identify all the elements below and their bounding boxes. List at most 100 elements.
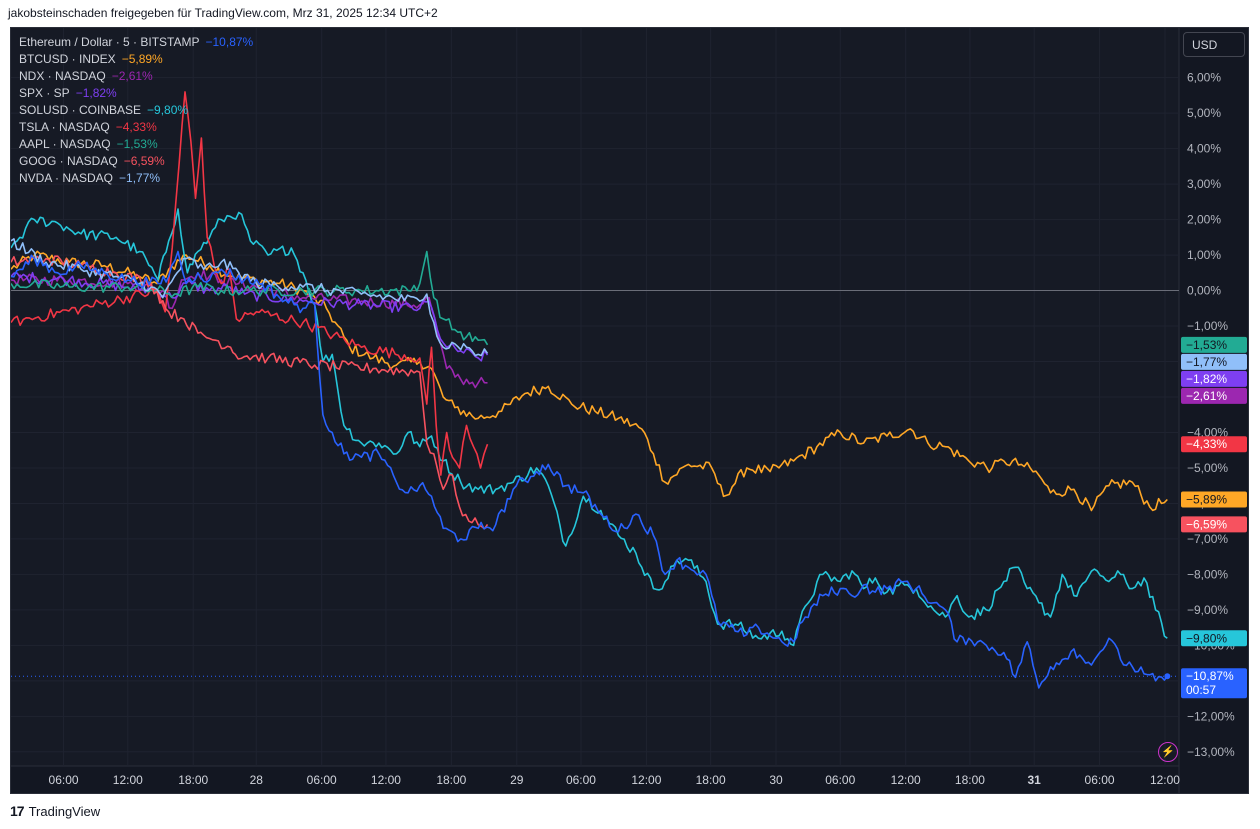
legend-item[interactable]: AAPL · NASDAQ −1,53% <box>19 136 253 153</box>
legend-change: −1,53% <box>116 137 158 151</box>
legend-change: −4,33% <box>115 120 157 134</box>
legend-change: −1,77% <box>119 171 161 185</box>
legend-symbol: BTCUSD · INDEX <box>19 52 116 66</box>
y-tick-label: 6,00% <box>1187 71 1221 85</box>
x-tick-label: 12:00 <box>891 773 921 787</box>
legend-item[interactable]: NDX · NASDAQ −2,61% <box>19 68 253 85</box>
currency-button[interactable]: USD <box>1183 32 1245 57</box>
x-tick-label: 06:00 <box>566 773 596 787</box>
legend-symbol: Ethereum / Dollar · 5 · BITSTAMP <box>19 35 200 49</box>
legend-symbol: TSLA · NASDAQ <box>19 120 110 134</box>
footer: 17 TradingView <box>10 803 100 819</box>
last-value-badge <box>1181 353 1247 370</box>
x-tick-label: 18:00 <box>178 773 208 787</box>
series-line <box>11 271 489 362</box>
legend-item[interactable]: TSLA · NASDAQ −4,33% <box>19 119 253 136</box>
share-caption: jakobsteinschaden freigegeben für Tradin… <box>8 6 438 20</box>
x-tick-label: 28 <box>250 773 264 787</box>
series-line <box>11 250 1168 512</box>
legend-symbol: GOOG · NASDAQ <box>19 154 118 168</box>
chart-frame[interactable]: 6,00% 5,00% 4,00% 3,00% 2,00% 1,00% 0,00% −1,00… <box>10 27 1249 794</box>
y-tick-label: −1,00% <box>1187 319 1228 333</box>
x-tick-label: 31 <box>1027 773 1041 787</box>
x-tick-label: 18:00 <box>955 773 985 787</box>
countdown-text: 00:57 <box>1186 683 1216 697</box>
last-value-text: −5,89% <box>1186 493 1227 507</box>
y-tick-label: 2,00% <box>1187 213 1221 227</box>
last-value-badge <box>1181 630 1247 647</box>
last-value-badge <box>1181 436 1247 453</box>
series-layer <box>11 91 1171 689</box>
last-price-dot <box>1164 673 1171 680</box>
grid-layer <box>11 28 1248 793</box>
tradingview-logo-icon: 17 <box>10 803 25 819</box>
legend-item[interactable]: Ethereum / Dollar · 5 · BITSTAMP −10,87% <box>19 34 253 51</box>
last-value-text: −1,82% <box>1186 372 1227 386</box>
time-scale-bg <box>11 766 1248 793</box>
series-line <box>11 255 489 530</box>
y-tick-label: −7,00% <box>1187 532 1228 546</box>
legend-symbol: SPX · SP <box>19 86 70 100</box>
series-line <box>11 269 488 389</box>
y-tick-label: −5,00% <box>1187 461 1228 475</box>
series-line <box>11 208 1168 647</box>
series-line <box>11 238 489 357</box>
y-tick-label: 3,00% <box>1187 177 1221 191</box>
series-line <box>11 250 1168 689</box>
last-value-text: −4,33% <box>1186 437 1227 451</box>
last-value-text: −9,80% <box>1186 631 1227 645</box>
x-tick-label: 06:00 <box>307 773 337 787</box>
y-tick-label: 5,00% <box>1187 106 1221 120</box>
legend-item[interactable]: SPX · SP −1,82% <box>19 85 253 102</box>
legend-change: −1,82% <box>75 86 117 100</box>
y-tick-label: −4,00% <box>1187 425 1228 439</box>
last-value-badges: −1,53% −1,77% −1,82% −2,61% −4,33% −5,89% −6,5… <box>1181 336 1247 699</box>
legend-symbol: AAPL · NASDAQ <box>19 137 111 151</box>
last-value-text: −1,77% <box>1186 355 1227 369</box>
y-tick-label: −13,00% <box>1187 745 1235 759</box>
x-tick-label: 18:00 <box>696 773 726 787</box>
x-tick-label: 12:00 <box>371 773 401 787</box>
x-tick-label: 18:00 <box>436 773 466 787</box>
price-scale-bg <box>1179 28 1248 793</box>
last-value-text: −6,59% <box>1186 517 1227 531</box>
last-value-badge <box>1181 387 1247 404</box>
y-tick-label: −9,00% <box>1187 603 1228 617</box>
legend-symbol: SOLUSD · COINBASE <box>19 103 142 117</box>
series-line <box>11 91 489 476</box>
last-value-badge <box>1181 370 1247 387</box>
last-value-text: −1,53% <box>1186 338 1227 352</box>
x-tick-label: 29 <box>510 773 524 787</box>
legend-change: −9,80% <box>147 103 189 117</box>
legend-symbol: NVDA · NASDAQ <box>19 171 114 185</box>
legend: Ethereum / Dollar · 5 · BITSTAMP −10,87% B… <box>19 34 253 187</box>
last-value-badge <box>1181 668 1247 699</box>
y-tick-label: 0,00% <box>1187 284 1221 298</box>
x-axis[interactable]: 06:00 12:00 18:00 28 06:00 12:00 18:00 29 06:00 1… <box>49 773 1181 787</box>
x-tick-label: 06:00 <box>49 773 79 787</box>
lightning-icon[interactable]: ⚡ <box>1158 742 1178 762</box>
last-value-badge <box>1181 491 1247 508</box>
chart-canvas[interactable]: 6,00% 5,00% 4,00% 3,00% 2,00% 1,00% 0,00% −1,00… <box>11 28 1248 793</box>
x-tick-label: 12:00 <box>631 773 661 787</box>
legend-item[interactable]: SOLUSD · COINBASE −9,80% <box>19 102 253 119</box>
legend-item[interactable]: GOOG · NASDAQ −6,59% <box>19 153 253 170</box>
last-value-text: −10,87% <box>1186 669 1234 683</box>
x-tick-label: 12:00 <box>1150 773 1180 787</box>
legend-change: −5,89% <box>121 52 163 66</box>
x-tick-label: 06:00 <box>825 773 855 787</box>
footer-brand: TradingView <box>28 803 101 819</box>
legend-change: −6,59% <box>123 154 165 168</box>
legend-item[interactable]: NVDA · NASDAQ −1,77% <box>19 170 253 187</box>
series-line <box>11 250 489 346</box>
last-value-badge <box>1181 336 1247 353</box>
legend-item[interactable]: BTCUSD · INDEX −5,89% <box>19 51 253 68</box>
y-tick-label: −12,00% <box>1187 709 1235 723</box>
last-value-badge <box>1181 516 1247 533</box>
y-tick-label: 4,00% <box>1187 142 1221 156</box>
y-tick-label: 1,00% <box>1187 248 1221 262</box>
x-tick-label: 12:00 <box>113 773 143 787</box>
x-tick-label: 06:00 <box>1085 773 1115 787</box>
last-value-text: −2,61% <box>1186 389 1227 403</box>
legend-symbol: NDX · NASDAQ <box>19 69 106 83</box>
